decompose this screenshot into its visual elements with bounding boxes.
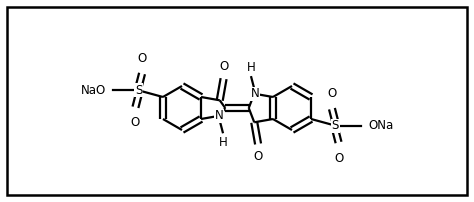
Text: N: N xyxy=(214,109,223,122)
Text: H: H xyxy=(219,136,227,148)
Text: O: O xyxy=(254,150,263,163)
Text: ONa: ONa xyxy=(368,119,393,132)
Text: O: O xyxy=(137,52,146,64)
Text: S: S xyxy=(135,84,142,97)
Text: O: O xyxy=(334,152,343,164)
Text: NaO: NaO xyxy=(81,84,106,97)
Text: O: O xyxy=(328,87,337,100)
Text: O: O xyxy=(219,60,228,73)
Text: O: O xyxy=(131,116,140,129)
Text: H: H xyxy=(247,61,255,74)
Text: N: N xyxy=(251,87,260,100)
Text: S: S xyxy=(332,119,339,132)
